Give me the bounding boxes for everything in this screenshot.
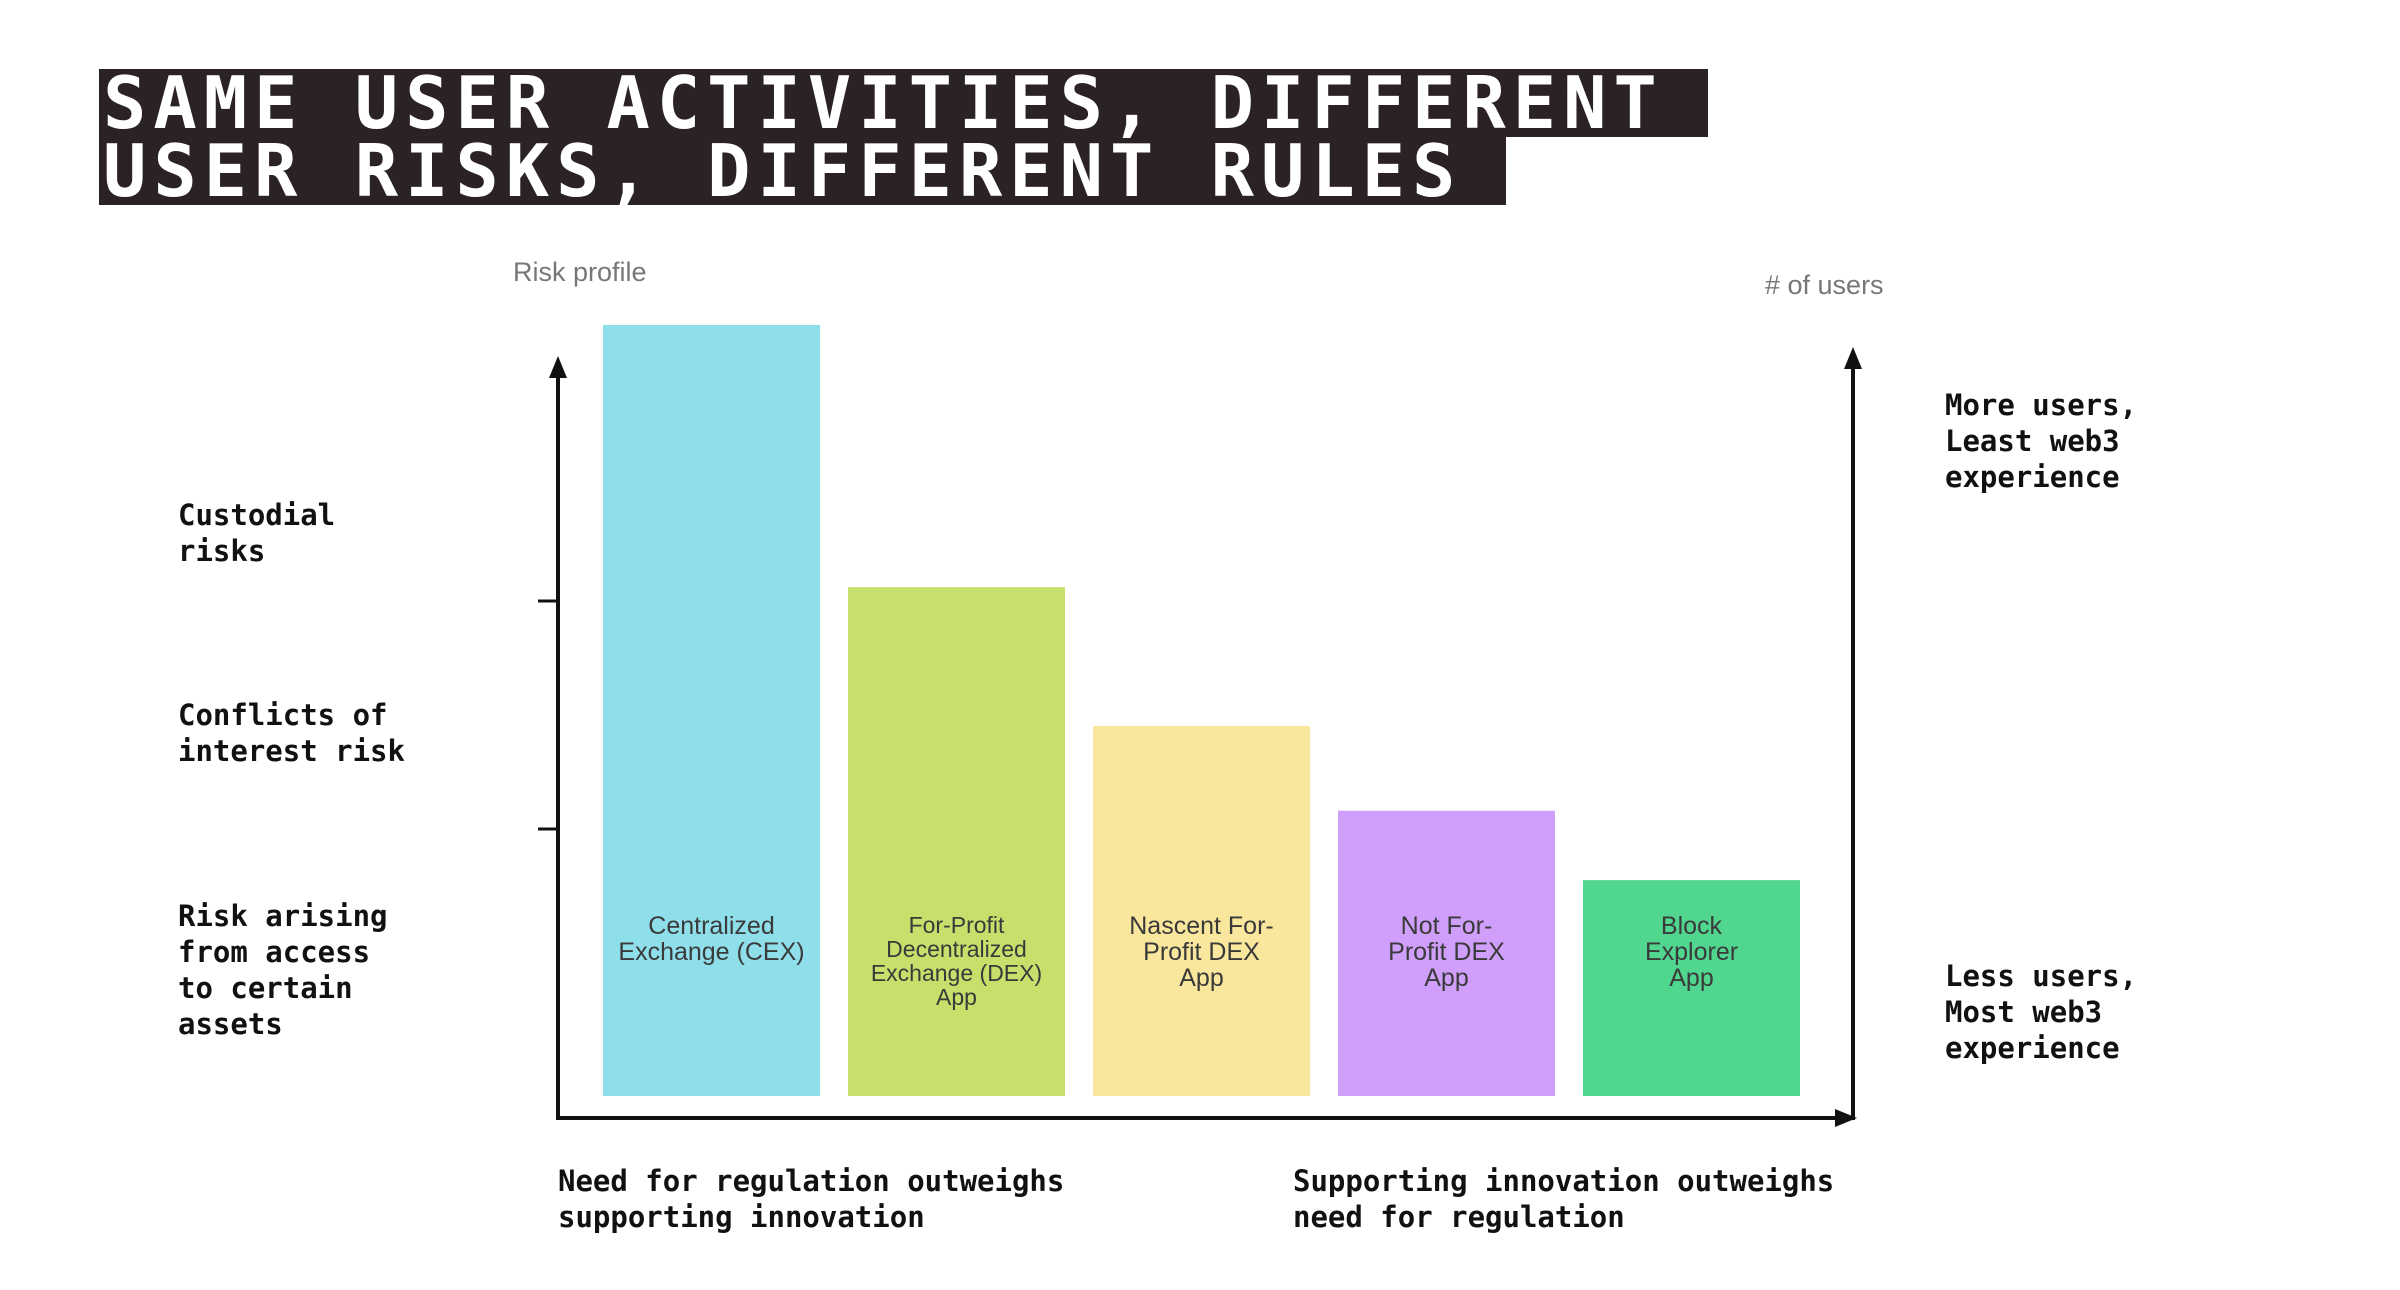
risk-level-asset-access: Risk arising from access to certain asse… [178,899,388,1041]
bar-label-line: Decentralized [886,936,1027,962]
left-axis-label: Risk profile [513,257,647,287]
bar-label-line: App [1179,964,1224,992]
bar-label-line: Explorer [1644,938,1739,966]
x-axis-arrow-icon [1835,1109,1857,1127]
left-y-axis-arrow-icon [549,356,567,378]
bar-label-line: Exchange (CEX) [618,938,805,966]
right-note-less-users: Less users, Most web3 experience [1945,959,2138,1065]
bar-label-line: App [1669,964,1714,992]
bar-label-not-for-profit-dex-app: Not For- Profit DEX App [1340,913,1553,991]
bar-label-centralized-exchange-cex: Centralized Exchange (CEX) [605,913,818,965]
right-y-axis-arrow-icon [1844,347,1862,369]
risk-level-conflicts: Conflicts of interest risk [178,698,405,768]
bars-group [603,325,1800,1096]
bar-label-line: App [1424,964,1469,992]
bar-centralized-exchange-cex [603,325,820,1096]
page-title: SAME USER ACTIVITIES, DIFFERENT USER RIS… [99,67,1708,207]
right-note-more-users: More users, Least web3 experience [1945,388,2138,494]
risk-level-custodial: Custodial risks [178,498,336,568]
bar-label-block-explorer-app: Block Explorer App [1585,913,1798,991]
bar-nascent-for-profit-dex-app [1093,725,1310,1096]
bar-for-profit-decentralized-exchange-dex-app [848,587,1065,1096]
bar-label-line: Not For- [1400,912,1493,940]
x-note-innovation: Supporting innovation outweighs need for… [1293,1164,1835,1234]
bar-label-for-profit-decentralized-exchange-dex-app: For-Profit Decentralized Exchange (DEX) App [850,913,1063,1009]
x-note-regulation: Need for regulation outweighs supporting… [558,1164,1065,1234]
bar-label-line: App [936,984,977,1010]
bar-label-line: Profit DEX [1388,938,1505,966]
title-line-2: USER RISKS, DIFFERENT RULES [99,135,1507,207]
bar-label-nascent-for-profit-dex-app: Nascent For- Profit DEX App [1095,913,1308,991]
bar-label-line: Centralized [648,912,775,940]
bar-label-line: For-Profit [908,912,1005,938]
bar-label-line: Block [1660,912,1723,940]
title-line-1: SAME USER ACTIVITIES, DIFFERENT [99,67,1708,139]
bar-label-line: Nascent For- [1129,912,1274,940]
bar-label-line: Exchange (DEX) [870,960,1043,986]
right-axis-label: # of users [1765,270,1884,300]
bar-not-for-profit-dex-app [1338,810,1555,1096]
bar-label-line: Profit DEX [1143,938,1260,966]
bar-block-explorer-app [1583,880,1800,1096]
